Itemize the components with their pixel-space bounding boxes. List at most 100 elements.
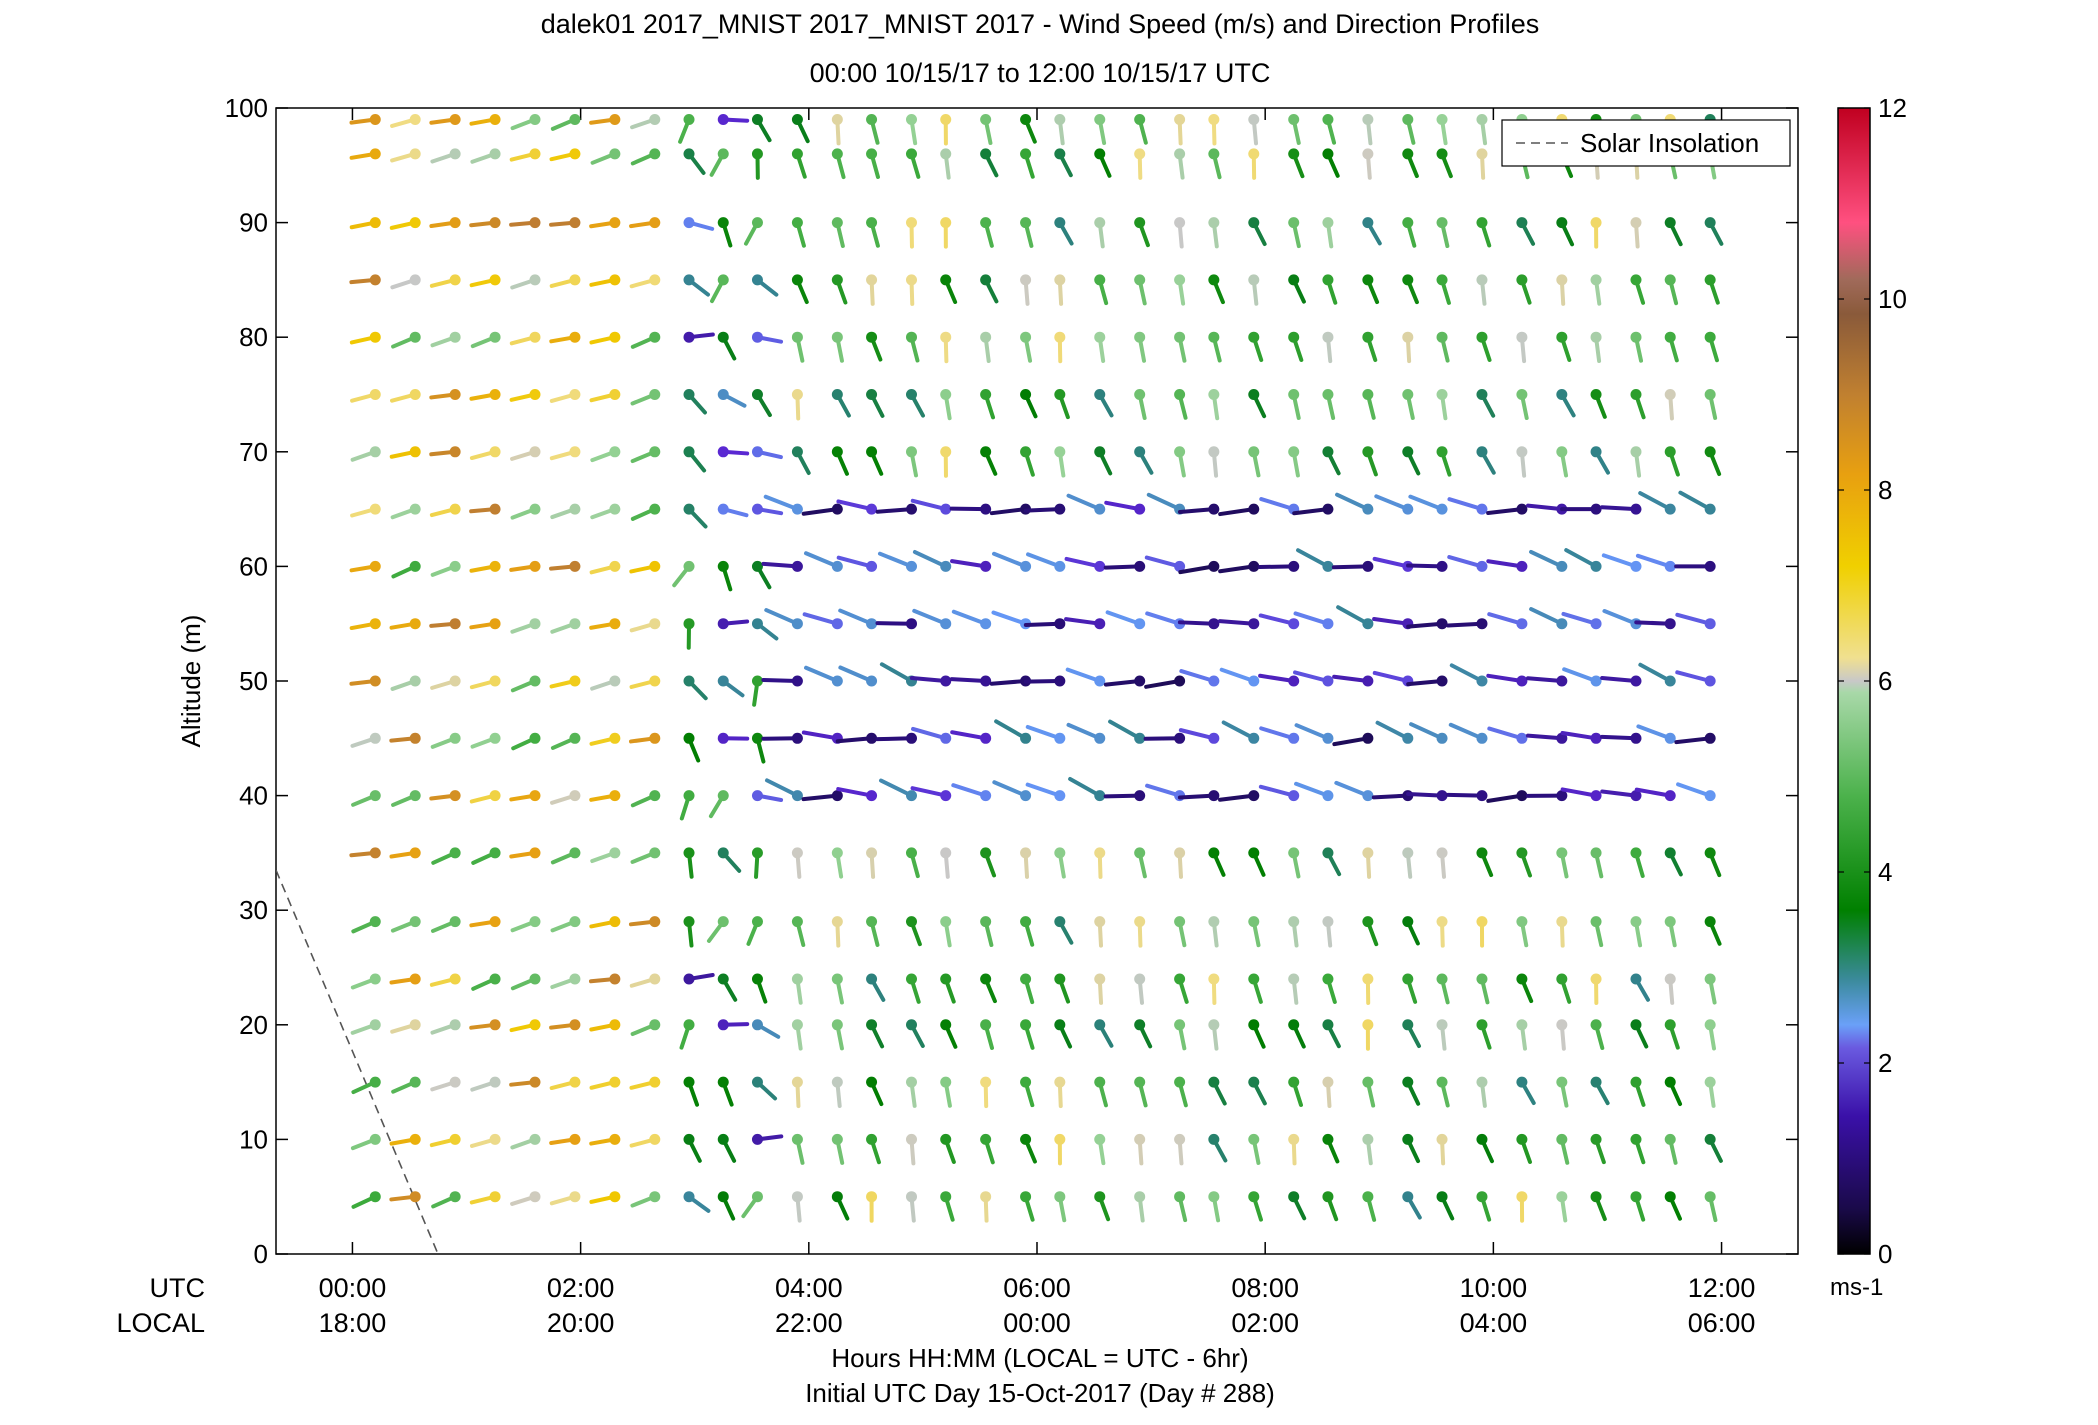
wind-barb-dot bbox=[649, 1019, 661, 1031]
wind-barb-dot bbox=[369, 675, 381, 687]
wind-barb-dot bbox=[751, 1133, 763, 1145]
wind-barb-dot bbox=[1094, 675, 1106, 687]
wind-barb-dot bbox=[866, 973, 878, 985]
wind-barb-dot bbox=[1322, 790, 1334, 802]
wind-barb-dot bbox=[1208, 1019, 1220, 1031]
wind-barb-dot bbox=[791, 274, 803, 286]
wind-barb-dot bbox=[905, 331, 917, 343]
wind-barb-dot bbox=[529, 331, 541, 343]
wind-barb-dot bbox=[1248, 973, 1260, 985]
wind-barb-dot bbox=[1288, 560, 1300, 572]
wind-barb-dot bbox=[831, 331, 843, 343]
wind-barb-dot bbox=[905, 1076, 917, 1088]
x-tick-label-utc: 12:00 bbox=[1688, 1273, 1756, 1303]
wind-barb-dot bbox=[1322, 732, 1334, 744]
wind-barb-dot bbox=[940, 675, 952, 687]
wind-barb-dot bbox=[1590, 331, 1602, 343]
wind-barb-dot bbox=[1208, 675, 1220, 687]
wind-barb-shaft bbox=[1258, 613, 1296, 626]
wind-barb-dot bbox=[831, 389, 843, 400]
wind-barb-dot bbox=[1362, 973, 1374, 985]
wind-barb-dot bbox=[1208, 973, 1220, 985]
wind-barb-dot bbox=[1134, 847, 1146, 859]
wind-barb-dot bbox=[1516, 503, 1528, 515]
wind-barb-dot bbox=[1516, 217, 1528, 229]
wind-barb-shaft bbox=[1336, 605, 1370, 626]
wind-barb-dot bbox=[1362, 148, 1374, 160]
wind-barb-dot bbox=[717, 1133, 729, 1145]
wind-barb-dot bbox=[1556, 1133, 1568, 1145]
wind-barb-dot bbox=[831, 217, 843, 229]
wind-barb-dot bbox=[409, 916, 421, 928]
wind-barb-dot bbox=[489, 148, 501, 160]
wind-barb-dot bbox=[683, 847, 695, 859]
wind-barb-dot bbox=[1134, 1076, 1146, 1088]
wind-barb-dot bbox=[683, 389, 695, 400]
wind-barb-dot bbox=[1174, 1191, 1186, 1203]
wind-barb-dot bbox=[1630, 1076, 1642, 1088]
wind-barb-dot bbox=[1402, 217, 1414, 229]
wind-barb-dot bbox=[751, 274, 763, 286]
wind-barb-dot bbox=[980, 446, 992, 458]
wind-barb-shaft bbox=[1103, 564, 1142, 570]
wind-barb-dot bbox=[1590, 1019, 1602, 1031]
wind-barb-dot bbox=[609, 446, 621, 458]
wind-barb-dot bbox=[1476, 1133, 1488, 1145]
wind-barb-dot bbox=[717, 503, 729, 515]
wind-barb-shaft bbox=[1064, 617, 1102, 626]
wind-barb-dot bbox=[751, 916, 763, 928]
wind-barb-shaft bbox=[1375, 720, 1410, 741]
wind-barb-dot bbox=[940, 331, 952, 343]
wind-barb-shaft bbox=[909, 675, 948, 683]
wind-barb-dot bbox=[1362, 1133, 1374, 1145]
wind-barb-dot bbox=[980, 916, 992, 928]
wind-barb-dot bbox=[683, 217, 695, 229]
wind-barb-dot bbox=[683, 113, 695, 125]
x-tick-label-local: 04:00 bbox=[1460, 1308, 1528, 1338]
wind-barb-dot bbox=[1476, 1191, 1488, 1203]
wind-barb-dot bbox=[449, 732, 461, 744]
wind-barb-dot bbox=[1208, 847, 1220, 859]
wind-barb-dot bbox=[609, 847, 621, 859]
wind-barb-dot bbox=[449, 1076, 461, 1088]
wind-barb-dot bbox=[1476, 217, 1488, 229]
y-tick-label: 80 bbox=[239, 322, 268, 352]
wind-barb-dot bbox=[751, 1191, 763, 1203]
wind-barb-dot bbox=[905, 732, 917, 744]
wind-barb-dot bbox=[609, 790, 621, 802]
wind-barb-dot bbox=[905, 618, 917, 630]
wind-barb-dot bbox=[683, 675, 695, 687]
wind-barb-dot bbox=[569, 973, 581, 985]
wind-barb-dot bbox=[1476, 446, 1488, 458]
x-tick-label-utc: 10:00 bbox=[1460, 1273, 1528, 1303]
wind-barb-dot bbox=[1402, 1019, 1414, 1031]
wind-barb-dot bbox=[1020, 1133, 1032, 1145]
wind-barb-dot bbox=[1288, 973, 1300, 985]
wind-barb-dot bbox=[980, 389, 992, 400]
wind-barb-dot bbox=[489, 916, 501, 928]
wind-barb-dot bbox=[1288, 113, 1300, 125]
wind-barb-dot bbox=[751, 973, 763, 985]
wind-barb-dot bbox=[980, 274, 992, 286]
wind-barb-dot bbox=[1556, 790, 1568, 802]
wind-barb-dot bbox=[1208, 148, 1220, 160]
wind-barb-dot bbox=[905, 1019, 917, 1031]
wind-barb-dot bbox=[449, 790, 461, 802]
wind-barb-shaft bbox=[765, 778, 800, 798]
wind-barb-dot bbox=[569, 389, 581, 400]
wind-barb-dot bbox=[791, 503, 803, 515]
wind-barb-dot bbox=[866, 1133, 878, 1145]
wind-barb-shaft bbox=[836, 499, 874, 512]
wind-barb-dot bbox=[1436, 560, 1448, 572]
wind-barb-dot bbox=[1630, 1191, 1642, 1203]
wind-barb-dot bbox=[1248, 1076, 1260, 1088]
wind-barb-dot bbox=[1288, 675, 1300, 687]
wind-barb-dot bbox=[609, 1133, 621, 1145]
wind-barb-dot bbox=[569, 916, 581, 928]
wind-barb-dot bbox=[1134, 1191, 1146, 1203]
wind-barb-dot bbox=[1288, 217, 1300, 229]
wind-barb-dot bbox=[751, 618, 763, 630]
wind-barb-shaft bbox=[1487, 726, 1524, 741]
wind-barb-dot bbox=[1174, 217, 1186, 229]
wind-barb-dot bbox=[1020, 113, 1032, 125]
